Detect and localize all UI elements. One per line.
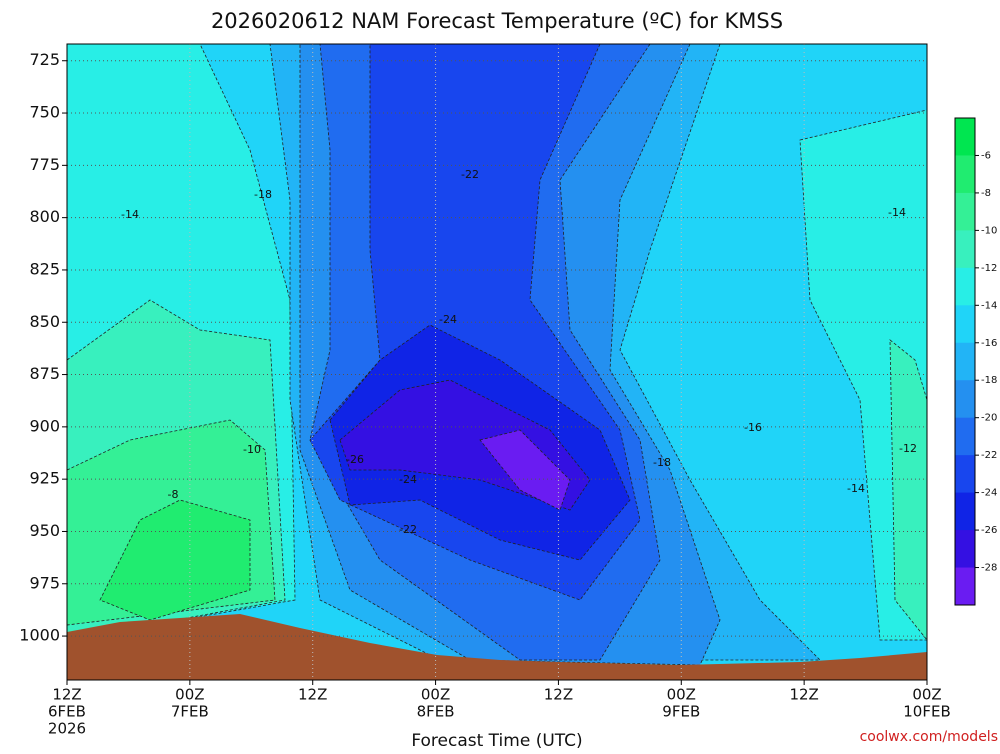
y-tick-label: 725 [29,50,60,69]
terrain [67,614,927,680]
contour-label: -10 [243,443,261,456]
y-tick-label: 875 [29,364,60,383]
colorbar-swatch [955,155,975,194]
colorbar-swatch [955,230,975,269]
colorbar-swatch [955,342,975,381]
colorbar-swatch [955,305,975,344]
colorbar-label: -12 [981,263,997,274]
contour-label: -26 [346,453,364,466]
colorbar-swatch [955,567,975,606]
colorbar-swatch [955,118,975,156]
colorbar-label: -24 [981,488,997,499]
y-tick-label: 900 [29,416,60,435]
contour-label: -16 [744,421,762,434]
colorbar-label: -8 [981,188,991,199]
colorbar-label: -16 [981,338,997,349]
x-tick-label: 12Z [52,686,81,704]
x-tick-label: 2026 [48,720,86,738]
contour-label: -24 [439,313,457,326]
colorbar-label: -22 [981,450,997,461]
x-tick-label: 8FEB [417,703,455,721]
chart-title: 2026020612 NAM Forecast Temperature (ºC)… [211,9,783,33]
x-tick-label: 12Z [544,686,573,704]
colorbar-label: -28 [981,563,997,574]
colorbar-frame [954,117,976,606]
contour-label: -18 [653,456,671,469]
colorbar-swatch [955,192,975,231]
colorbar-label: -14 [981,300,997,311]
colorbar-swatch [955,455,975,494]
contour-label: -12 [899,442,917,455]
plot-frame [66,43,928,681]
colorbar-swatch [955,417,975,456]
contour-label: -14 [847,482,865,495]
colorbar-label: -6 [981,150,991,161]
contour-region [479,429,571,511]
colorbar-label: -20 [981,413,997,424]
contour-label: -14 [121,208,139,221]
y-tick-label: 775 [29,155,60,174]
colorbar-label: -26 [981,525,997,536]
colorbar-label: -18 [981,375,997,386]
y-tick-label: 925 [29,469,60,488]
x-tick-label: 10FEB [903,703,950,721]
colorbar-swatch [955,492,975,531]
x-tick-label: 12Z [298,686,327,704]
x-tick-label: 00Z [421,686,450,704]
contour-label: -22 [399,523,417,536]
x-tick-label: 12Z [789,686,818,704]
y-tick-label: 975 [29,573,60,592]
y-tick-label: 950 [29,521,60,540]
contour-label: -8 [168,488,179,501]
x-tick-label: 00Z [912,686,941,704]
x-tick-label: 9FEB [662,703,700,721]
contour-label: -22 [461,168,479,181]
x-tick-label: 00Z [175,686,204,704]
contour-label: -14 [888,206,906,219]
credit: coolwx.com/models [860,729,998,745]
x-tick-label: 00Z [667,686,696,704]
colorbar-label: -10 [981,225,997,236]
x-tick-label: 7FEB [171,703,209,721]
contour-region [889,339,928,642]
colorbar-swatch [955,530,975,569]
colorbar-swatch [955,380,975,419]
y-tick-label: 750 [29,103,60,122]
y-tick-label: 825 [29,259,60,278]
y-tick-label: 800 [29,207,60,226]
x-tick-label: 6FEB [48,703,86,721]
colorbar-swatch [955,267,975,306]
y-tick-label: 850 [29,312,60,331]
y-tick-label: 1000 [19,626,60,645]
contour-label: -18 [254,188,272,201]
x-axis-label: Forecast Time (UTC) [411,731,582,750]
